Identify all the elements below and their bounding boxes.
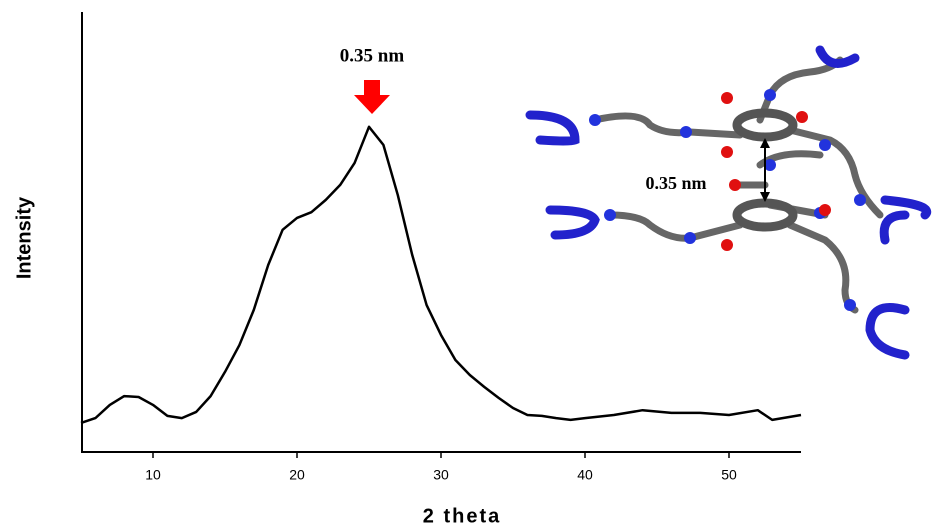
peak-arrow (354, 80, 390, 114)
x-tick-label: 10 (145, 467, 161, 483)
y-axis-label: Intensity (13, 196, 35, 279)
intensity-line (80, 125, 802, 425)
x-tick-label: 20 (289, 467, 305, 483)
spacing-annotation: 0.35 nm (645, 173, 706, 193)
peak-annotation: 0.35 nm (340, 45, 405, 66)
x-tick-label: 30 (433, 467, 449, 483)
x-tick-label: 50 (721, 467, 737, 483)
x-tick-label: 40 (577, 467, 593, 483)
molecule-illustration (525, 45, 932, 360)
x-axis-label: 2 theta (423, 505, 501, 527)
